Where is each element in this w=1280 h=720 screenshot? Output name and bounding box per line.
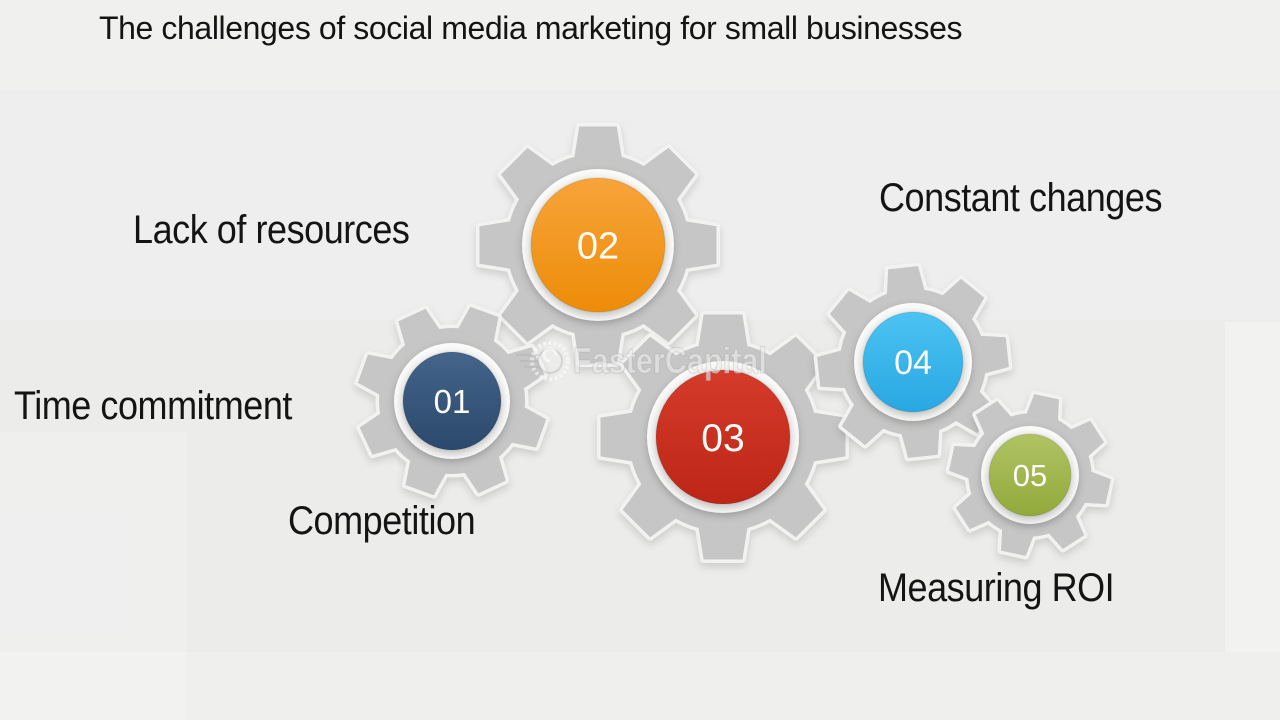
label-measuring-roi: Measuring ROI xyxy=(878,566,1115,610)
watermark-text: FasterCapital xyxy=(573,340,768,382)
gear-number-02: 02 xyxy=(577,226,619,268)
gear-number-04: 04 xyxy=(894,344,932,382)
label-lack-of-resources: Lack of resources xyxy=(133,208,410,252)
gear-circle-04 xyxy=(862,311,964,413)
fastercapital-logo-icon xyxy=(516,341,570,381)
gear-number-01: 01 xyxy=(434,383,471,420)
gear-02: 02 xyxy=(476,123,720,367)
gear-number-03: 03 xyxy=(701,417,744,460)
gear-circle-02 xyxy=(530,177,666,313)
page-title: The challenges of social media marketing… xyxy=(99,10,963,46)
gear-03: 03 xyxy=(597,311,849,563)
label-time-commitment: Time commitment xyxy=(14,384,292,428)
gear-01: 01 xyxy=(354,303,550,499)
gear-05: 05 xyxy=(945,390,1115,560)
gear-circle-03 xyxy=(655,369,791,505)
gear-number-05: 05 xyxy=(1013,458,1047,493)
label-constant-changes: Constant changes xyxy=(879,176,1163,220)
gear-circle-01 xyxy=(402,351,502,451)
label-competition: Competition xyxy=(288,499,476,543)
gear-04: 04 xyxy=(813,262,1013,462)
watermark: FasterCapital xyxy=(512,336,801,386)
gear-circle-05 xyxy=(988,433,1072,517)
